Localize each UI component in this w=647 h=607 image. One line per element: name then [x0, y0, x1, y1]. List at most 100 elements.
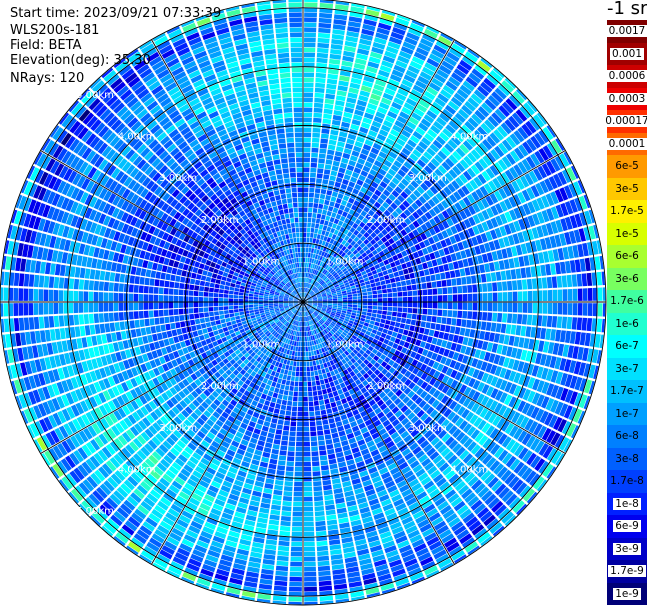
heatmap-cell	[513, 461, 525, 474]
heatmap-cell	[398, 328, 404, 334]
heatmap-cell	[347, 571, 360, 578]
heatmap-cell	[256, 598, 271, 603]
heatmap-cell	[320, 325, 325, 330]
heatmap-cell	[464, 248, 472, 258]
heatmap-cell	[567, 303, 573, 315]
heatmap-cell	[305, 262, 307, 268]
heatmap-cell	[239, 538, 252, 546]
heatmap-cell	[534, 440, 545, 454]
heatmap-cell	[303, 167, 310, 173]
heatmap-cell	[320, 331, 325, 337]
heatmap-cell	[466, 276, 472, 285]
heatmap-cell	[320, 409, 327, 415]
heatmap-cell	[560, 202, 569, 216]
heatmap-cell	[368, 540, 381, 548]
heatmap-cell	[303, 426, 310, 432]
heatmap-cell	[265, 478, 275, 485]
heatmap-cell	[426, 245, 434, 254]
heatmap-cell	[271, 397, 277, 403]
heatmap-cell	[380, 13, 395, 21]
heatmap-cell	[328, 139, 337, 146]
heatmap-cell	[317, 32, 331, 39]
heatmap-cell	[362, 217, 369, 224]
heatmap-cell	[331, 278, 336, 283]
heatmap-cell	[482, 283, 488, 292]
heatmap-cell	[326, 514, 337, 521]
heatmap-cell	[353, 299, 358, 302]
heatmap-cell	[337, 172, 345, 179]
heatmap-cell	[411, 538, 425, 548]
heatmap-cell	[363, 322, 369, 327]
heatmap-cell	[258, 512, 269, 519]
heatmap-cell	[314, 97, 324, 103]
heatmap-cell	[377, 294, 383, 298]
heatmap-cell	[341, 375, 348, 382]
heatmap-cell	[342, 152, 351, 160]
heatmap-cell	[292, 366, 296, 372]
heatmap-cell	[314, 188, 321, 194]
heatmap-cell	[305, 293, 308, 298]
heatmap-cell	[90, 515, 102, 526]
heatmap-cell	[385, 371, 392, 379]
heatmap-cell	[299, 371, 303, 377]
heatmap-cell	[457, 302, 463, 310]
heatmap-cell	[200, 413, 209, 422]
heatmap-cell	[422, 296, 428, 302]
heatmap-cell	[306, 277, 308, 283]
heatmap-cell	[241, 595, 255, 601]
heatmap-cell	[344, 206, 351, 213]
heatmap-cell	[310, 157, 318, 163]
heatmap-cell	[436, 69, 449, 80]
heatmap-cell	[364, 70, 377, 79]
heatmap-cell	[370, 239, 377, 246]
heatmap-cell	[437, 222, 445, 232]
heatmap-cell	[291, 411, 297, 417]
heatmap-cell	[151, 533, 165, 544]
heatmap-cell	[296, 431, 303, 437]
heatmap-cell	[446, 51, 460, 63]
heatmap-cell	[298, 341, 301, 347]
heatmap-cell	[308, 207, 313, 213]
heatmap-cell	[373, 37, 387, 45]
heatmap-cell	[503, 236, 510, 247]
heatmap-cell	[335, 286, 340, 290]
heatmap-cell	[263, 488, 273, 494]
heatmap-cell	[380, 318, 386, 324]
heatmap-cell	[515, 244, 523, 256]
heatmap-cell	[314, 264, 317, 270]
heatmap-cell	[303, 67, 315, 73]
heatmap-cell	[270, 509, 281, 516]
heatmap-cell	[372, 384, 380, 391]
heatmap-cell	[489, 164, 500, 176]
heatmap-cell	[260, 365, 266, 371]
heatmap-cell	[357, 548, 370, 556]
heatmap-cell	[178, 363, 186, 372]
heatmap-cell	[328, 221, 333, 228]
heatmap-cell	[296, 366, 300, 372]
heatmap-cell	[253, 354, 259, 360]
heatmap-cell	[343, 449, 352, 456]
heatmap-cell	[322, 303, 328, 305]
heatmap-cell	[155, 433, 165, 443]
heatmap-cell	[299, 376, 303, 382]
heatmap-cell	[349, 155, 358, 162]
heatmap-cell	[287, 323, 291, 328]
heatmap-cell	[77, 447, 88, 460]
heatmap-cell	[328, 529, 339, 536]
heatmap-cell	[415, 47, 429, 57]
heatmap-cell	[305, 272, 308, 278]
heatmap-cell	[346, 97, 357, 104]
heatmap-cell	[264, 549, 276, 555]
heatmap-cell	[517, 191, 526, 204]
heatmap-cell	[331, 364, 337, 370]
heatmap-cell	[198, 367, 206, 375]
heatmap-cell	[283, 425, 290, 431]
heatmap-cell	[78, 482, 91, 495]
heatmap-cell	[147, 439, 158, 450]
heatmap-cell	[266, 362, 271, 369]
heatmap-cell	[362, 479, 372, 487]
heatmap-cell	[349, 371, 356, 377]
heatmap-cell	[308, 321, 311, 326]
heatmap-cell	[332, 272, 338, 277]
heatmap-cell	[437, 309, 443, 316]
